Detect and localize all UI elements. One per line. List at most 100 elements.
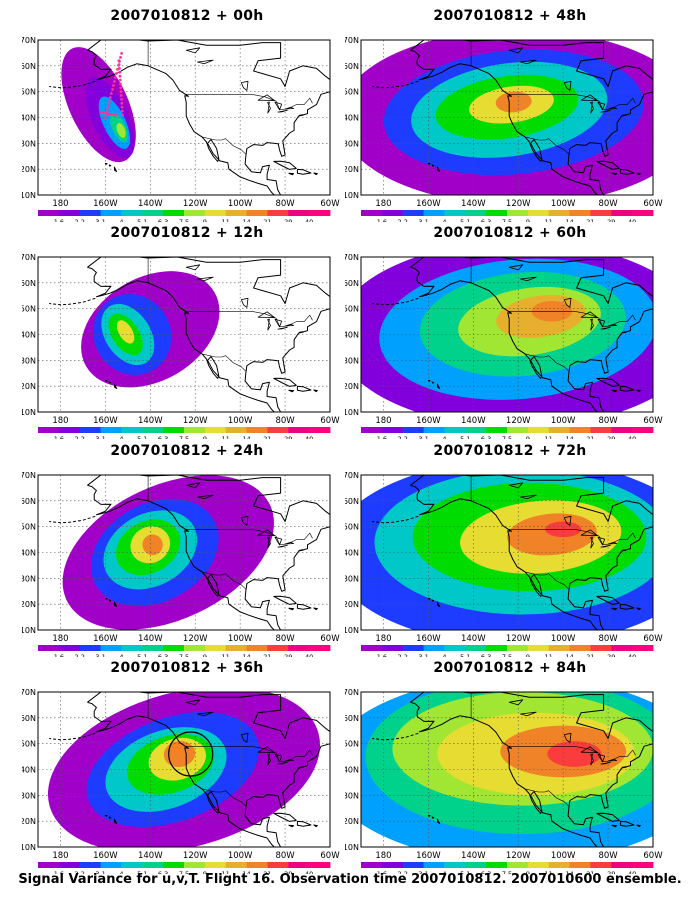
colorbar-swatch bbox=[246, 862, 268, 868]
lon-label: 140W bbox=[138, 416, 163, 426]
colorbar-label: 11 bbox=[222, 653, 230, 657]
lat-label: 30N bbox=[22, 356, 36, 365]
colorbar-swatch bbox=[569, 862, 591, 868]
colorbar-swatch bbox=[381, 210, 404, 216]
colorbar-swatch bbox=[444, 427, 466, 433]
colorbar-swatch bbox=[402, 862, 424, 868]
colorbar-swatch bbox=[381, 862, 404, 868]
lat-label: 20N bbox=[22, 165, 36, 174]
lat-label: 50N bbox=[22, 740, 36, 749]
colorbar-label: 1.6 bbox=[54, 218, 64, 222]
colorbar-swatch bbox=[225, 427, 247, 433]
lon-label: 60W bbox=[320, 199, 340, 209]
panel-title: 2007010812 + 12h bbox=[110, 225, 264, 241]
lon-label: 100W bbox=[551, 851, 576, 861]
colorbar-swatch bbox=[225, 862, 247, 868]
colorbar-swatch bbox=[507, 210, 529, 216]
lon-label: 100W bbox=[228, 634, 253, 644]
colorbar-swatch bbox=[121, 645, 143, 651]
colorbar-label: 9 bbox=[526, 435, 530, 439]
lat-label: 30N bbox=[22, 574, 36, 583]
colorbar-label: 3.1 bbox=[418, 218, 428, 222]
lon-label: 120W bbox=[183, 851, 208, 861]
colorbar-label: 6.3 bbox=[158, 435, 168, 439]
colorbar-label: 21 bbox=[586, 218, 594, 222]
colorbar-swatch bbox=[79, 862, 101, 868]
lat-label: 40N bbox=[345, 549, 359, 558]
lon-label: 100W bbox=[551, 199, 576, 209]
colorbar-label: 3.1 bbox=[418, 435, 428, 439]
lon-label: 140W bbox=[138, 851, 163, 861]
lat-label: 50N bbox=[22, 88, 36, 97]
lat-label: 30N bbox=[22, 139, 36, 148]
colorbar-swatch bbox=[184, 427, 206, 433]
lat-label: 60N bbox=[22, 279, 36, 288]
colorbar-swatch bbox=[548, 645, 570, 651]
lon-label: 160W bbox=[416, 416, 441, 426]
lon-label: 100W bbox=[228, 851, 253, 861]
lon-label: 160W bbox=[416, 634, 441, 644]
colorbar-label: 21 bbox=[586, 870, 594, 874]
colorbar-label: 14 bbox=[242, 653, 250, 657]
colorbar-swatch bbox=[486, 210, 508, 216]
colorbar-swatch bbox=[184, 210, 206, 216]
lon-label: 140W bbox=[138, 634, 163, 644]
lat-label: 10N bbox=[22, 191, 36, 200]
colorbar-swatch bbox=[361, 210, 383, 216]
variance-map: 70N 60N 50N 40N 30N 20N 10N 180 160W 140W 120W 100W… bbox=[345, 36, 663, 222]
colorbar-swatch bbox=[590, 427, 612, 433]
colorbar-label: 7.5 bbox=[179, 653, 189, 657]
lon-label: 80W bbox=[598, 634, 618, 644]
colorbar-label: 29 bbox=[607, 653, 615, 657]
variance-map: 70N 60N 50N 40N 30N 20N 10N 180 160W 140W 120W 100W… bbox=[22, 688, 340, 874]
colorbar-swatch bbox=[246, 427, 268, 433]
colorbar-swatch bbox=[527, 645, 550, 651]
colorbar-swatch bbox=[79, 645, 101, 651]
lat-label: 20N bbox=[345, 817, 359, 826]
colorbar-label: 1.6 bbox=[54, 870, 64, 874]
colorbar-swatch bbox=[142, 645, 164, 651]
colorbar-label: 29 bbox=[284, 218, 292, 222]
colorbar-label: 4 bbox=[119, 653, 123, 657]
lon-label: 100W bbox=[228, 199, 253, 209]
lon-label: 120W bbox=[183, 199, 208, 209]
colorbar-swatch bbox=[548, 862, 570, 868]
forecast-panel: 2007010812 + 60h 70N 60N 50N 40N 30N 20N 10N 180… bbox=[345, 225, 675, 439]
lat-label: 10N bbox=[345, 191, 359, 200]
lon-label: 140W bbox=[461, 851, 486, 861]
panel-title: 2007010812 + 00h bbox=[110, 8, 264, 24]
panel-title: 2007010812 + 60h bbox=[433, 225, 587, 241]
colorbar-swatch bbox=[58, 645, 81, 651]
colorbar-swatch bbox=[58, 210, 81, 216]
figure-caption: Signal Variance for u,v,T. Flight 16. Ob… bbox=[18, 872, 682, 887]
lat-label: 30N bbox=[345, 139, 359, 148]
colorbar-label: 9 bbox=[526, 870, 530, 874]
colorbar-swatch bbox=[225, 210, 247, 216]
colorbar-label: 3.1 bbox=[418, 653, 428, 657]
lon-label: 80W bbox=[598, 416, 618, 426]
colorbar-label: 40 bbox=[305, 435, 313, 439]
variance-map: 70N 60N 50N 40N 30N 20N 10N 180 160W 140W 120W 100W… bbox=[22, 253, 340, 439]
colorbar-label: 21 bbox=[263, 870, 271, 874]
colorbar-swatch bbox=[486, 645, 508, 651]
colorbar-swatch bbox=[611, 210, 633, 216]
colorbar-swatch bbox=[184, 862, 206, 868]
colorbar-swatch bbox=[163, 427, 185, 433]
colorbar-swatch bbox=[204, 427, 227, 433]
colorbar-label: 7.5 bbox=[502, 218, 512, 222]
colorbar-label: 29 bbox=[284, 435, 292, 439]
lat-label: 50N bbox=[22, 305, 36, 314]
colorbar-label: 7.5 bbox=[179, 870, 189, 874]
lon-label: 100W bbox=[551, 634, 576, 644]
lat-label: 50N bbox=[22, 523, 36, 532]
lon-label: 180 bbox=[375, 199, 391, 209]
lat-label: 40N bbox=[345, 114, 359, 123]
colorbar-label: 1.6 bbox=[377, 653, 387, 657]
colorbar-swatch bbox=[632, 862, 654, 868]
variance-map: 70N 60N 50N 40N 30N 20N 10N 180 160W 140W 120W 100W… bbox=[345, 471, 663, 657]
lat-label: 10N bbox=[22, 408, 36, 417]
colorbar-label: 21 bbox=[586, 653, 594, 657]
colorbar-label: 4 bbox=[442, 653, 446, 657]
colorbar-label: 9 bbox=[203, 435, 207, 439]
colorbar-label: 6.3 bbox=[481, 653, 491, 657]
